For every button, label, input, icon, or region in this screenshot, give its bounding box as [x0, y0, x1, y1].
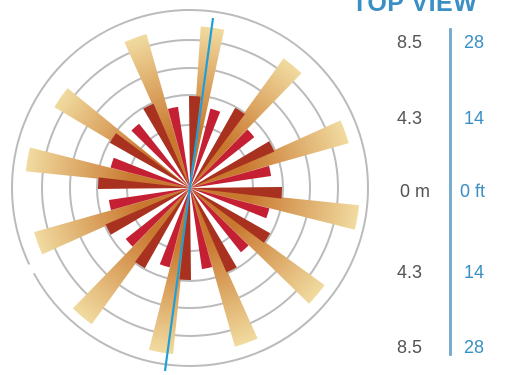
outer-petal: [190, 188, 258, 347]
inner-petal: [190, 129, 255, 188]
inner-petals: [97, 95, 283, 281]
inner-petal: [190, 187, 283, 199]
inner-petal: [190, 188, 237, 273]
outer-petal: [124, 34, 190, 188]
inner-petal: [190, 141, 275, 188]
inner-petal: [190, 165, 272, 188]
inner-petal: [190, 107, 245, 188]
inner-petal: [179, 188, 191, 281]
outer-petal: [34, 188, 190, 255]
outer-petal: [72, 188, 190, 325]
inner-petal: [159, 188, 190, 268]
inner-petal: [131, 123, 190, 188]
inner-petal: [189, 95, 201, 188]
inner-petal: [109, 133, 190, 188]
view-title: TOP VIEW: [352, 0, 505, 13]
inner-petal: [135, 188, 190, 269]
range-ring: [96, 94, 284, 282]
inner-petal: [110, 157, 190, 188]
inner-petal: [167, 106, 190, 188]
range-ring: [41, 39, 339, 337]
inner-petal: [190, 188, 271, 243]
outer-petal: [190, 58, 302, 189]
outer-petal: [149, 188, 190, 355]
range-ring: [11, 9, 369, 367]
outer-petal: [25, 147, 190, 188]
inner-petal: [190, 188, 249, 253]
outer-petal: [190, 120, 349, 188]
outer-petal: [190, 188, 360, 230]
outer-petal: [190, 188, 325, 304]
inner-petal: [190, 188, 270, 219]
inner-petal: [190, 108, 221, 188]
inner-petal: [97, 177, 190, 189]
inner-petal: [190, 188, 213, 270]
outer-petal: [190, 26, 225, 189]
inner-petal: [125, 188, 190, 247]
range-ring: [69, 67, 311, 309]
inner-petal: [108, 188, 190, 211]
inner-petal: [143, 103, 190, 188]
inner-petal: [105, 188, 190, 235]
heading-line: [163, 17, 215, 372]
